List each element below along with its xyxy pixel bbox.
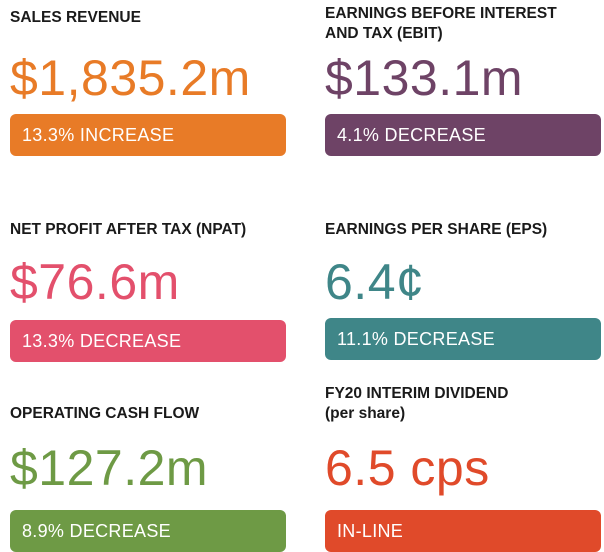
tile-interim-dividend: FY20 INTERIM DIVIDEND (per share) 6.5 cp… <box>325 384 601 552</box>
change-badge: 8.9% DECREASE <box>10 510 286 552</box>
change-badge: 4.1% DECREASE <box>325 114 601 156</box>
change-badge: 13.3% DECREASE <box>10 320 286 362</box>
metric-label: EARNINGS PER SHARE (EPS) <box>325 221 548 238</box>
change-text: 13.3% INCREASE <box>22 124 175 145</box>
metric-label: EARNINGS BEFORE INTEREST AND TAX (EBIT) <box>325 4 601 44</box>
tile-operating-cash-flow: OPERATING CASH FLOW $127.2m 8.9% DECREAS… <box>10 404 286 552</box>
tile-ebit: EARNINGS BEFORE INTEREST AND TAX (EBIT) … <box>325 4 601 156</box>
metric-label-line: AND TAX (EBIT) <box>325 25 443 42</box>
change-badge: IN-LINE <box>325 510 601 552</box>
tile-npat: NET PROFIT AFTER TAX (NPAT) $76.6m 13.3%… <box>10 220 286 362</box>
metric-label: OPERATING CASH FLOW <box>10 405 200 422</box>
change-text: IN-LINE <box>337 520 404 541</box>
metric-label-line: EARNINGS BEFORE INTEREST <box>325 5 557 22</box>
metric-value: $1,835.2m <box>10 50 251 106</box>
change-text: 8.9% DECREASE <box>22 520 171 541</box>
change-text: 4.1% DECREASE <box>337 124 486 145</box>
metric-label: SALES REVENUE <box>10 9 141 26</box>
metric-value: $127.2m <box>10 440 209 496</box>
change-badge: 11.1% DECREASE <box>325 318 601 360</box>
metric-label: FY20 INTERIM DIVIDEND (per share) <box>325 384 601 424</box>
metric-value: $133.1m <box>325 50 524 106</box>
tile-eps: EARNINGS PER SHARE (EPS) 6.4¢ 11.1% DECR… <box>325 220 601 360</box>
metric-value: 6.5 cps <box>325 440 490 496</box>
metric-value: $76.6m <box>10 254 180 310</box>
metric-label-line: (per share) <box>325 405 406 422</box>
metric-value: 6.4¢ <box>325 254 425 310</box>
metric-label-line: FY20 INTERIM DIVIDEND <box>325 385 509 402</box>
change-badge: 13.3% INCREASE <box>10 114 286 156</box>
change-text: 13.3% DECREASE <box>22 330 182 351</box>
change-text: 11.1% DECREASE <box>337 328 495 349</box>
metric-label: NET PROFIT AFTER TAX (NPAT) <box>10 221 247 238</box>
tile-sales-revenue: SALES REVENUE $1,835.2m 13.3% INCREASE <box>10 8 286 156</box>
